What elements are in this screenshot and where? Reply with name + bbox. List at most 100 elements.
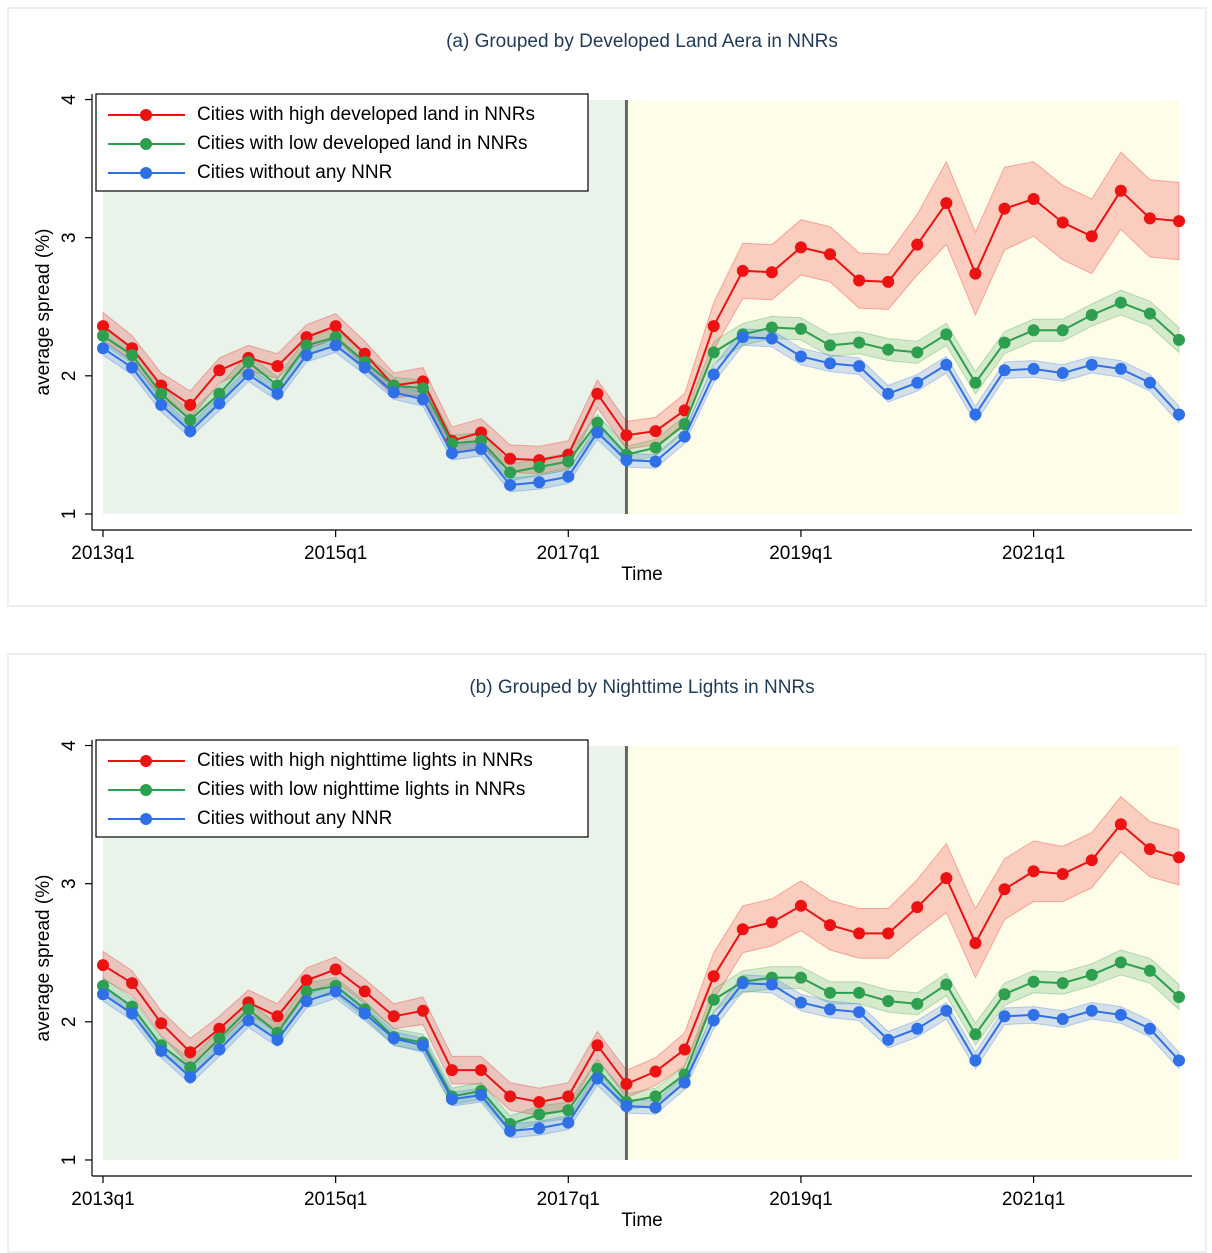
x-tick-label: 2021q1 <box>1002 1189 1065 1210</box>
marker <box>1114 956 1127 969</box>
panel: (b) Grouped by Nighttime Lights in NNRs 1… <box>7 653 1207 1253</box>
x-tick-label: 2019q1 <box>769 543 832 564</box>
marker <box>882 1033 895 1046</box>
marker <box>591 1072 604 1085</box>
series-line <box>102 822 1180 1103</box>
marker <box>1027 865 1040 878</box>
y-tick-label: 1 <box>59 509 80 520</box>
marker <box>940 978 953 991</box>
marker <box>824 248 837 261</box>
legend-marker <box>140 138 152 150</box>
marker <box>184 1061 197 1074</box>
y-tick-label: 2 <box>59 371 80 382</box>
marker <box>475 1089 488 1102</box>
legend-label: Cities with high developed land in NNRs <box>197 104 535 125</box>
marker <box>242 368 255 381</box>
legend-marker <box>140 784 152 796</box>
marker <box>504 478 517 491</box>
marker <box>794 899 807 912</box>
x-axis-title: Time <box>621 564 663 585</box>
marker <box>765 266 778 279</box>
marker <box>213 364 226 377</box>
marker <box>416 382 429 395</box>
confidence-band <box>102 328 1180 493</box>
marker <box>1173 215 1185 228</box>
marker <box>911 997 924 1010</box>
x-tick-label: 2015q1 <box>304 1189 367 1210</box>
marker <box>184 425 197 438</box>
marker <box>1143 376 1156 389</box>
marker <box>562 470 575 483</box>
marker <box>126 349 139 362</box>
marker <box>794 996 807 1009</box>
marker <box>824 919 837 932</box>
marker <box>649 1090 662 1103</box>
marker <box>911 1022 924 1035</box>
marker <box>562 1104 575 1117</box>
marker <box>1027 362 1040 375</box>
marker <box>1143 212 1156 225</box>
y-axis-title: average spread (%) <box>33 229 54 396</box>
marker <box>707 1014 720 1027</box>
marker <box>1114 1008 1127 1021</box>
y-tick-label: 2 <box>59 1017 80 1028</box>
marker <box>300 339 313 352</box>
legend-box <box>95 93 589 192</box>
marker <box>853 986 866 999</box>
confidence-band <box>102 949 1180 1133</box>
legend-marker <box>140 109 152 121</box>
marker <box>155 387 168 400</box>
marker <box>940 872 953 885</box>
marker <box>387 1010 400 1023</box>
marker <box>794 322 807 335</box>
marker <box>940 197 953 210</box>
marker <box>736 923 749 936</box>
marker <box>562 1116 575 1129</box>
marker <box>882 343 895 356</box>
y-tick-label: 3 <box>59 232 80 243</box>
marker <box>649 1101 662 1114</box>
marker <box>533 476 546 489</box>
marker <box>1056 868 1069 881</box>
legend-marker <box>140 167 152 179</box>
legend-marker <box>140 755 152 767</box>
marker <box>329 985 342 998</box>
marker <box>1114 184 1127 197</box>
marker <box>794 350 807 363</box>
marker <box>475 434 488 447</box>
marker <box>765 321 778 334</box>
marker <box>853 274 866 287</box>
marker <box>707 320 720 333</box>
marker <box>184 398 197 411</box>
marker <box>475 1064 488 1077</box>
marker <box>998 336 1011 349</box>
marker <box>794 971 807 984</box>
marker <box>242 1003 255 1016</box>
marker <box>853 360 866 373</box>
marker <box>271 360 284 373</box>
confidence-band <box>102 795 1180 1117</box>
marker <box>445 447 458 460</box>
marker <box>911 901 924 914</box>
marker <box>1027 324 1040 337</box>
marker <box>998 202 1011 215</box>
marker <box>358 361 371 374</box>
marker <box>1114 362 1127 375</box>
marker <box>1085 968 1098 981</box>
marker <box>678 404 691 417</box>
marker <box>853 927 866 940</box>
marker <box>765 916 778 929</box>
marker <box>853 1006 866 1019</box>
marker <box>707 368 720 381</box>
marker <box>126 977 139 990</box>
x-tick-label: 2013q1 <box>71 543 134 564</box>
marker <box>1056 367 1069 380</box>
marker <box>1056 324 1069 337</box>
marker <box>882 387 895 400</box>
marker <box>911 238 924 251</box>
marker <box>591 1062 604 1075</box>
series-line <box>102 982 1180 1133</box>
x-tick-label: 2015q1 <box>304 543 367 564</box>
marker <box>184 414 197 427</box>
